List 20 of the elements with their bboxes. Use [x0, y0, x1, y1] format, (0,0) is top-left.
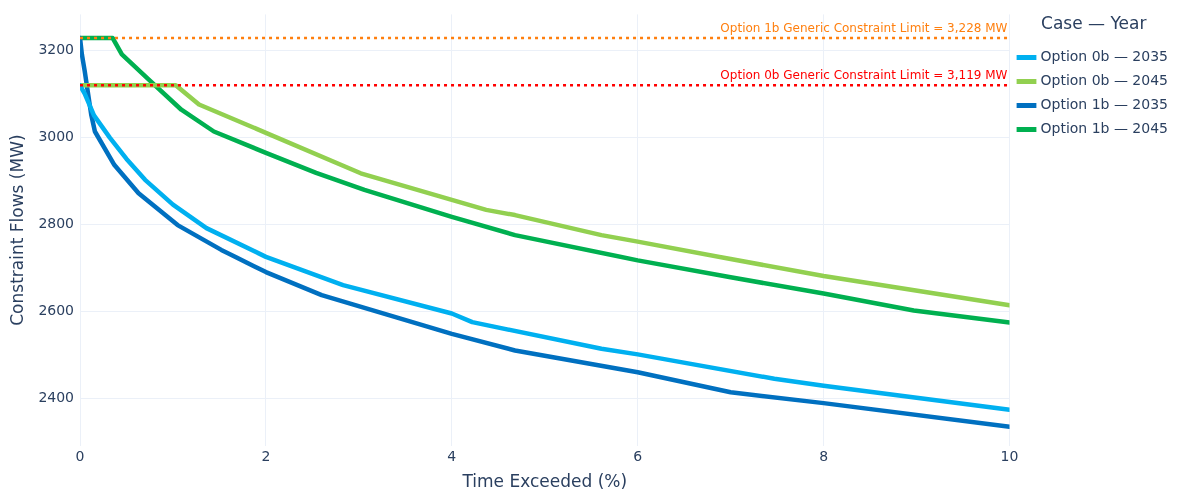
legend-label: Option 0b — 2035 — [1040, 48, 1168, 65]
ref-line-label: Option 1b Generic Constraint Limit = 3,228 MW — [720, 21, 1008, 36]
y-tick-label: 2800 — [38, 214, 75, 231]
x-tick-label: 8 — [819, 447, 829, 464]
x-tick-label: 0 — [75, 447, 85, 464]
x-axis-title: Time Exceeded (%) — [461, 471, 628, 492]
y-tick-label: 3200 — [38, 40, 75, 57]
legend-label: Option 0b — 2045 — [1040, 72, 1168, 89]
x-tick-label: 4 — [447, 447, 457, 464]
x-tick-label: 6 — [633, 447, 643, 464]
y-tick-label: 3000 — [38, 127, 75, 144]
y-tick-label: 2600 — [38, 301, 75, 318]
legend-label: Option 1b — 2035 — [1040, 96, 1168, 113]
x-tick-label: 2 — [261, 447, 271, 464]
legend-label: Option 1b — 2045 — [1040, 120, 1168, 137]
legend-title: Case — Year — [1041, 12, 1147, 33]
y-axis-title: Constraint Flows (MW) — [6, 134, 27, 326]
y-tick-label: 2400 — [38, 388, 75, 405]
x-tick-label: 10 — [1000, 447, 1019, 464]
ref-line-label: Option 0b Generic Constraint Limit = 3,119 MW — [720, 68, 1008, 83]
